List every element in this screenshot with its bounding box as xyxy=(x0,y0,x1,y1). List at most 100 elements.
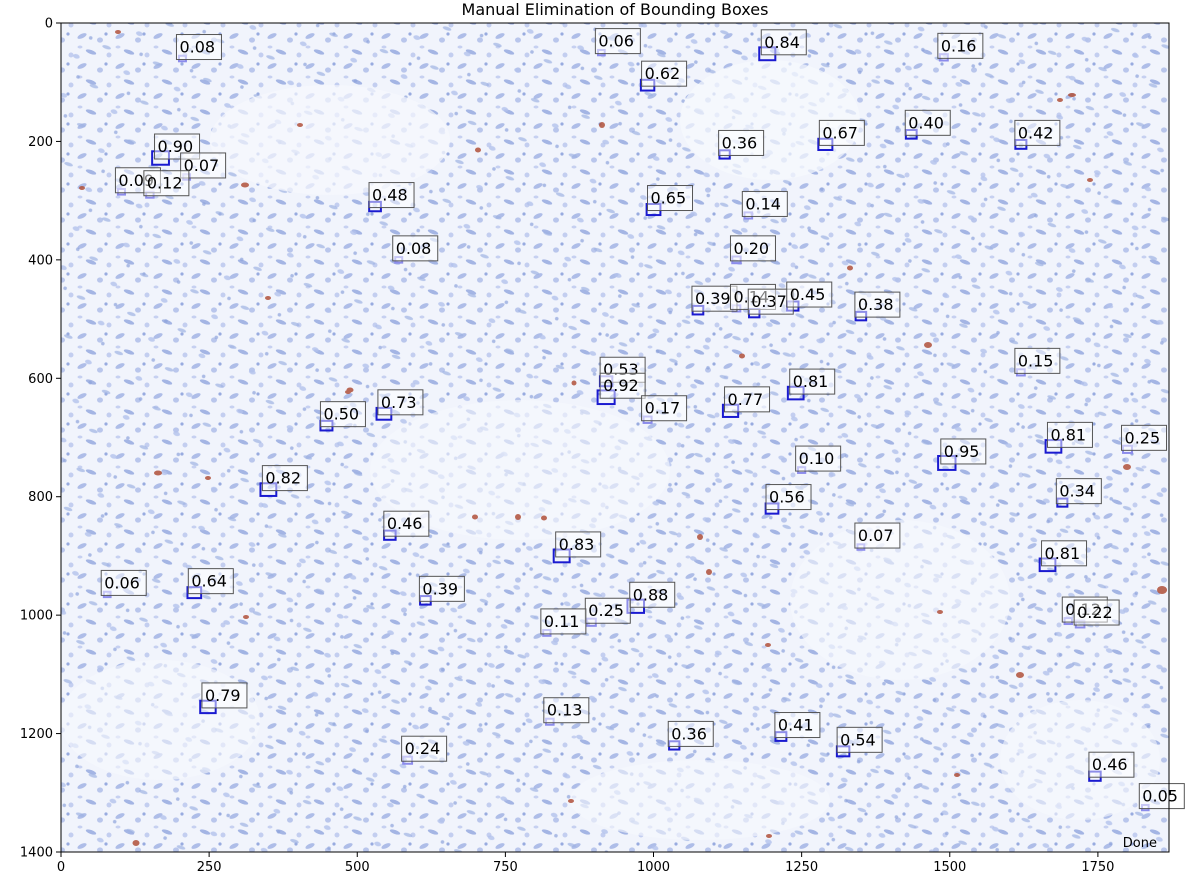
score-label: 0.13 xyxy=(547,701,583,720)
score-label: 0.12 xyxy=(147,174,183,193)
y-tick-label: 400 xyxy=(28,253,53,268)
score-label-box xyxy=(392,235,439,262)
score-label: 0.65 xyxy=(651,189,687,208)
score-label-box xyxy=(543,697,590,724)
score-label-box xyxy=(383,510,430,537)
score-label-box xyxy=(667,720,714,747)
score-label: 0.36 xyxy=(671,724,707,743)
score-label: 0.46 xyxy=(387,514,423,533)
score-label: 0.37 xyxy=(751,292,787,311)
score-label: 0.73 xyxy=(381,393,417,412)
score-label-box xyxy=(786,281,833,308)
axes-frame xyxy=(60,22,1170,853)
score-label-box xyxy=(143,170,190,197)
score-label-box xyxy=(555,531,602,558)
score-label-box xyxy=(1041,540,1088,567)
score-label: 0.82 xyxy=(265,469,301,488)
score-label: 0.17 xyxy=(645,399,681,418)
score-label: 0.90 xyxy=(158,137,194,156)
score-label: 0.39 xyxy=(422,579,458,598)
score-label: 0.67 xyxy=(822,123,858,142)
y-axis: 0 200 400 600 800 1000 1200 1400 xyxy=(20,17,61,861)
score-label: 0.25 xyxy=(588,601,624,620)
score-label-box xyxy=(377,389,424,416)
score-label: 0.39 xyxy=(695,289,731,308)
score-label-box xyxy=(741,190,788,217)
score-label: 0.48 xyxy=(372,186,408,205)
score-label: 0.88 xyxy=(633,585,669,604)
score-label: 0.05 xyxy=(1142,787,1178,806)
score-label-box xyxy=(760,29,807,56)
score-label-box xyxy=(540,608,587,635)
y-tick-label: 800 xyxy=(28,490,53,505)
y-tick-label: 600 xyxy=(28,372,53,387)
score-label: 0.84 xyxy=(764,33,800,52)
score-label-box xyxy=(724,386,771,413)
score-label-box xyxy=(718,129,765,156)
score-label-box xyxy=(774,712,821,739)
score-label-box xyxy=(368,182,415,209)
score-label-box xyxy=(1121,424,1168,451)
score-label: 0.42 xyxy=(1018,123,1054,142)
x-tick-label: 750 xyxy=(493,860,518,875)
score-labels: 0.08 0.06 0.84 0.16 0.62 0.40 0.67 0.42 0.36 0.90… xyxy=(100,28,1185,810)
figure-title: Manual Elimination of Bounding Boxes xyxy=(461,0,769,19)
score-label-box xyxy=(201,682,248,709)
score-label: 0.22 xyxy=(1077,603,1113,622)
status-text: Done xyxy=(1123,836,1157,851)
y-tick-label: 1400 xyxy=(20,846,53,861)
score-label-box xyxy=(647,185,694,212)
score-label: 0.40 xyxy=(908,113,944,132)
score-label: 0.08 xyxy=(396,239,432,258)
score-label: 0.54 xyxy=(840,730,876,749)
score-label-box xyxy=(1014,119,1061,146)
y-tick-label: 200 xyxy=(28,135,53,150)
score-label: 0.06 xyxy=(104,573,140,592)
score-label-box xyxy=(937,32,984,59)
score-label-box xyxy=(940,438,987,465)
score-label: 0.64 xyxy=(191,572,227,591)
score-label: 0.25 xyxy=(1125,428,1161,447)
score-label: 0.06 xyxy=(598,32,634,51)
score-label: 0.36 xyxy=(722,133,758,152)
score-label-box xyxy=(904,109,951,136)
score-label: 0.14 xyxy=(745,194,781,213)
score-label: 0.15 xyxy=(1018,351,1054,370)
x-tick-label: 250 xyxy=(197,860,222,875)
score-label-box xyxy=(1014,347,1061,374)
score-label: 0.62 xyxy=(645,64,681,83)
score-label-box xyxy=(836,726,883,753)
score-label: 0.20 xyxy=(733,239,769,258)
score-label-box xyxy=(854,291,901,318)
x-axis: 0 250 500 750 1000 1250 1500 1750 xyxy=(57,852,1114,875)
score-label: 0.95 xyxy=(944,442,980,461)
score-label-box xyxy=(818,119,865,146)
x-tick-label: 1500 xyxy=(933,860,966,875)
score-label-box xyxy=(175,34,222,61)
score-label-box xyxy=(1073,599,1120,626)
tissue-image xyxy=(61,23,1169,852)
score-label: 0.38 xyxy=(858,295,894,314)
score-label: 0.16 xyxy=(941,36,977,55)
score-label-box xyxy=(401,735,448,762)
x-tick-label: 1750 xyxy=(1081,860,1114,875)
score-label-box xyxy=(795,445,842,472)
score-label-box xyxy=(1046,421,1093,448)
score-label-box xyxy=(261,465,308,492)
score-label-box xyxy=(729,235,776,262)
score-label-box xyxy=(641,395,688,422)
score-label: 0.77 xyxy=(728,390,764,409)
score-label: 0.92 xyxy=(603,376,639,395)
score-label-box xyxy=(187,568,234,595)
x-tick-label: 1000 xyxy=(637,860,670,875)
x-tick-label: 1250 xyxy=(785,860,818,875)
score-label: 0.83 xyxy=(559,535,595,554)
score-label: 0.07 xyxy=(184,156,220,175)
score-label-box xyxy=(418,575,465,602)
y-tick-label: 1000 xyxy=(20,609,53,624)
score-label-box xyxy=(789,368,836,395)
score-label: 0.10 xyxy=(799,449,835,468)
score-label: 0.79 xyxy=(205,686,241,705)
score-label: 0.34 xyxy=(1059,482,1095,501)
